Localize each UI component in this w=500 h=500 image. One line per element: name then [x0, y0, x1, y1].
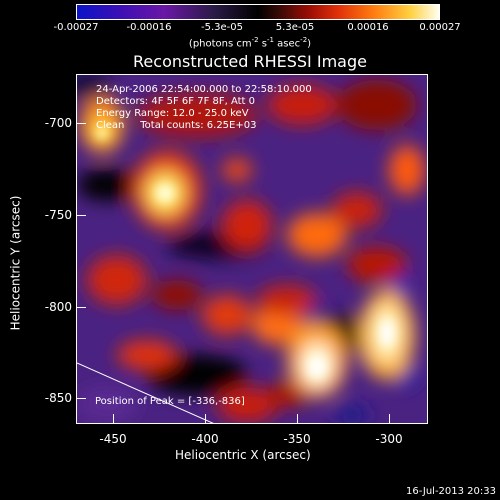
x-tick-mark: [389, 414, 390, 424]
x-tick-label: -400: [191, 432, 219, 446]
colorbar-tick: 5.3e-05: [275, 22, 315, 33]
colorbar-units: (photons cm-2 s-1 asec-2): [188, 36, 312, 50]
y-tick-mark: [76, 307, 86, 308]
clean-counts-text: Clean Total counts: 6.25E+03: [96, 120, 257, 131]
x-tick-label: -450: [99, 432, 127, 446]
y-tick-label: -850: [44, 391, 72, 405]
y-tick-label: -700: [44, 116, 72, 130]
x-axis-label: Heliocentric X (arcsec): [175, 448, 311, 462]
colorbar-tick: -0.00016: [126, 22, 172, 33]
energy-range-text: Energy Range: 12.0 - 25.0 keV: [96, 108, 249, 119]
reconstructed-image[interactable]: [76, 74, 428, 424]
x-tick-label: -300: [375, 432, 403, 446]
x-tick-mark: [297, 414, 298, 424]
colorbar-tick: -5.3e-05: [201, 22, 243, 33]
detectors-text: Detectors: 4F 5F 6F 7F 8F, Att 0: [96, 96, 256, 107]
time-range: 24-Apr-2006 22:54:00.000 to 22:58:10.000: [96, 84, 312, 95]
x-tick-mark: [113, 414, 114, 424]
heatmap: [77, 75, 427, 423]
observation-info: 24-Apr-2006 22:54:00.000 to 22:58:10.000…: [96, 84, 312, 132]
image-title: Reconstructed RHESSI Image: [133, 52, 367, 71]
y-axis-label: Heliocentric Y (arcsec): [8, 195, 23, 331]
y-tick-label: -750: [44, 208, 72, 222]
peak-position: Position of Peak = [-336,-836]: [95, 396, 245, 407]
generated-timestamp: 16-Jul-2013 20:33: [405, 486, 496, 497]
y-tick-mark: [76, 123, 86, 124]
y-tick-mark: [76, 398, 86, 399]
colorbar-tick: 0.00027: [419, 22, 461, 33]
colorbar-tick: -0.00027: [53, 22, 99, 33]
limb-line: [77, 362, 214, 423]
colorbar: [76, 4, 440, 20]
y-tick-mark: [76, 215, 86, 216]
x-tick-label: -350: [283, 432, 311, 446]
colorbar-tick: 0.00016: [347, 22, 389, 33]
x-tick-mark: [205, 414, 206, 424]
y-tick-label: -800: [44, 300, 72, 314]
